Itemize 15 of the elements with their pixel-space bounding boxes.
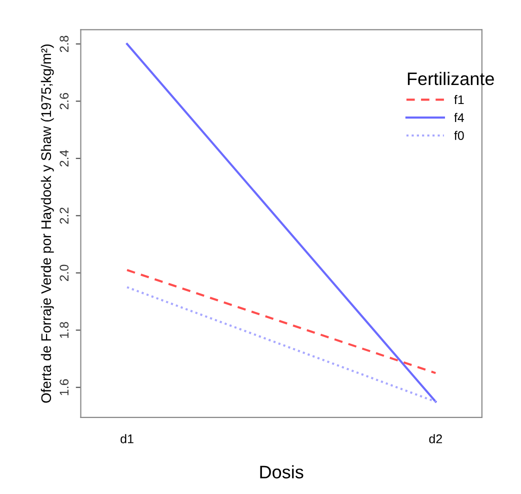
y-tick-label: 2.0	[60, 264, 69, 281]
y-tick-label: 1.6	[60, 379, 69, 396]
x-tick-label: d1	[120, 434, 134, 444]
y-tick-label: 2.4	[60, 150, 68, 166]
y-axis-title: Oferta de Forraje Verde por Haydock y Shaw (1975;kg/m²)	[40, 44, 54, 403]
legend-label: f1	[454, 95, 464, 104]
x-tick-label: d2	[429, 434, 442, 444]
y-tick-label: 2.8	[60, 36, 69, 52]
y-tick-label: 1.8	[60, 322, 69, 338]
legend-title: Fertilizante	[408, 72, 494, 86]
legend-label: f4	[454, 112, 464, 122]
y-tick-label: 2.2	[60, 208, 68, 224]
x-axis-title: Dosis	[260, 465, 304, 478]
legend-label: f0	[454, 130, 464, 140]
y-tick-label: 2.6	[60, 93, 69, 110]
